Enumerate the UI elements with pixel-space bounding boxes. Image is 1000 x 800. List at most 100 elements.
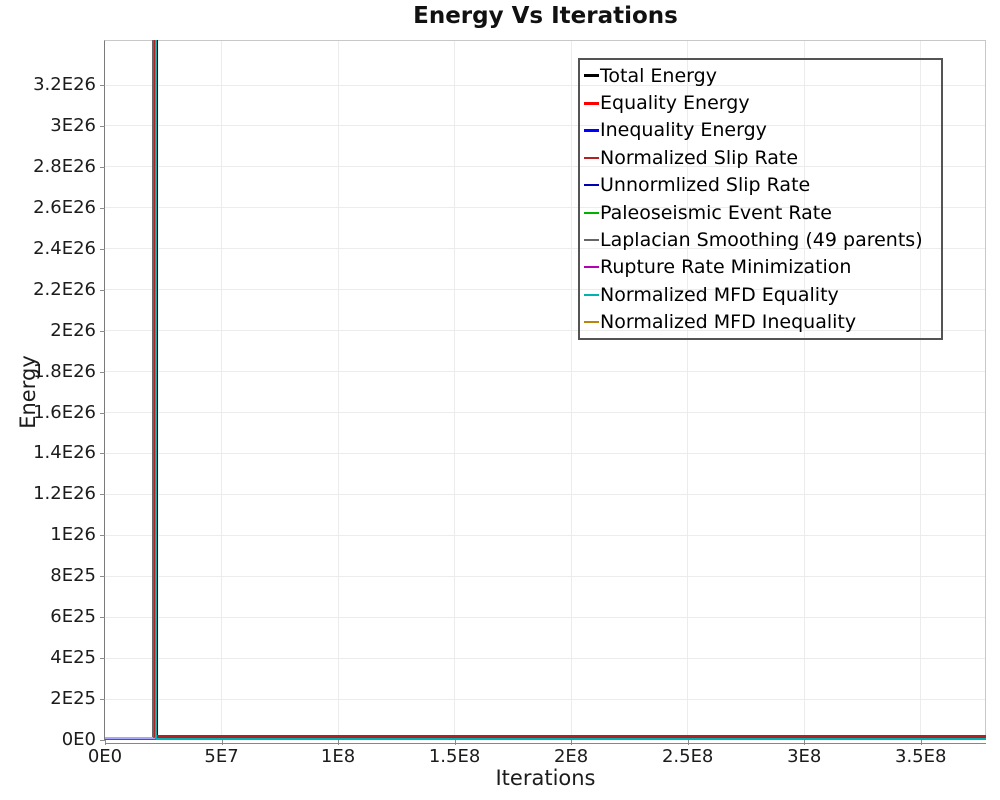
y-tick-label: 2.6E26 — [33, 196, 96, 218]
gridline-horizontal — [105, 575, 986, 577]
y-tick-mark — [100, 658, 105, 660]
series-line — [155, 737, 986, 740]
x-tick-mark — [920, 740, 922, 745]
x-axis-title: Iterations — [495, 766, 596, 790]
legend-swatch — [584, 266, 599, 269]
x-tick-label: 1E8 — [320, 746, 356, 767]
gridline-horizontal — [105, 207, 986, 209]
y-tick-mark — [100, 699, 105, 701]
gridline-vertical — [337, 40, 339, 740]
legend-swatch — [584, 293, 599, 296]
legend-item: Paleoseismic Event Rate — [584, 202, 937, 224]
gridline-horizontal — [105, 657, 986, 659]
legend-swatch — [584, 156, 599, 159]
legend-swatch — [584, 321, 599, 324]
gridline-vertical — [920, 40, 922, 740]
x-tick-mark — [454, 740, 456, 745]
legend-item-label: Equality Energy — [600, 92, 750, 115]
x-tick-label: 3.5E8 — [895, 746, 947, 767]
gridline-horizontal — [105, 166, 986, 168]
y-tick-mark — [100, 453, 105, 455]
legend-item-label: Rupture Rate Minimization — [600, 256, 852, 279]
x-tick-label: 0E0 — [87, 746, 123, 767]
gridline-horizontal — [105, 493, 986, 495]
gridline-horizontal — [105, 289, 986, 291]
legend-item: Unnormlized Slip Rate — [584, 174, 937, 196]
y-tick-mark — [100, 248, 105, 250]
series-line — [153, 40, 156, 737]
gridline-vertical — [570, 40, 572, 740]
gridline-horizontal — [105, 452, 986, 454]
y-tick-label: 3.2E26 — [33, 74, 96, 96]
x-tick-label: 3E8 — [787, 746, 822, 767]
y-tick-label: 1.8E26 — [33, 360, 96, 382]
gridline-horizontal — [105, 330, 986, 332]
legend-item-label: Normalized MFD Inequality — [600, 311, 857, 334]
series-line — [105, 742, 986, 745]
y-tick-mark — [100, 125, 105, 127]
legend-item-label: Unnormlized Slip Rate — [600, 174, 811, 197]
gridline-vertical — [221, 40, 223, 740]
y-tick-mark — [100, 166, 105, 168]
y-tick-mark — [100, 289, 105, 291]
y-tick-mark — [100, 412, 105, 414]
gridline-vertical — [687, 40, 689, 740]
y-tick-mark — [100, 576, 105, 578]
y-tick-label: 8E25 — [50, 565, 96, 587]
x-tick-label: 5E7 — [204, 746, 239, 767]
y-tick-label: 2E25 — [50, 688, 96, 710]
legend-swatch — [584, 101, 599, 105]
x-tick-mark — [687, 740, 689, 745]
legend-item: Equality Energy — [584, 92, 937, 114]
y-tick-label: 2E26 — [50, 319, 96, 341]
legend-item-label: Laplacian Smoothing (49 parents) — [600, 229, 923, 252]
legend-item: Total Energy — [584, 65, 937, 87]
y-tick-label: 1E26 — [50, 524, 96, 546]
x-tick-mark — [221, 740, 223, 745]
legend-item-label: Normalized MFD Equality — [600, 283, 839, 306]
y-tick-mark — [100, 85, 105, 87]
y-tick-label: 2.4E26 — [33, 237, 96, 259]
y-tick-label: 0E0 — [61, 729, 96, 750]
series-line — [153, 736, 986, 739]
gridline-horizontal — [105, 698, 986, 700]
y-tick-label: 1.4E26 — [33, 442, 96, 464]
y-tick-label: 1.2E26 — [33, 483, 96, 505]
legend-swatch — [584, 128, 599, 132]
legend-swatch — [584, 74, 599, 78]
legend-item-label: Paleoseismic Event Rate — [600, 201, 832, 224]
x-tick-mark — [105, 740, 106, 745]
x-tick-mark — [804, 740, 806, 745]
gridline-horizontal — [105, 412, 986, 413]
legend-item: Normalized MFD Inequality — [584, 311, 937, 333]
legend-item-label: Normalized Slip Rate — [600, 146, 799, 169]
legend-swatch — [584, 184, 599, 187]
y-tick-mark — [100, 207, 105, 209]
gridline-horizontal — [105, 371, 986, 373]
y-tick-label: 4E25 — [50, 647, 96, 669]
legend-item: Normalized MFD Equality — [584, 284, 937, 306]
legend-swatch — [584, 211, 599, 214]
y-tick-mark — [100, 330, 105, 332]
gridline-horizontal — [105, 84, 986, 86]
y-tick-mark — [100, 371, 105, 373]
legend-item: Inequality Energy — [584, 119, 937, 141]
x-tick-mark — [571, 740, 573, 745]
y-tick-label: 2.8E26 — [33, 155, 96, 177]
gridline-horizontal — [105, 616, 986, 618]
y-tick-label: 3E26 — [50, 114, 96, 136]
y-tick-label: 1.6E26 — [33, 401, 96, 423]
series-line — [154, 40, 157, 739]
y-tick-mark — [100, 494, 105, 496]
y-tick-label: 2.2E26 — [33, 278, 96, 300]
gridline-horizontal — [105, 534, 986, 536]
gridline-vertical — [803, 40, 805, 740]
y-tick-mark — [100, 617, 105, 619]
legend-swatch — [584, 239, 599, 242]
y-tick-mark — [100, 535, 105, 537]
x-tick-label: 2E8 — [553, 746, 589, 767]
series-line — [152, 40, 154, 738]
y-tick-label: 6E25 — [50, 606, 96, 628]
legend-item-label: Inequality Energy — [600, 119, 767, 142]
